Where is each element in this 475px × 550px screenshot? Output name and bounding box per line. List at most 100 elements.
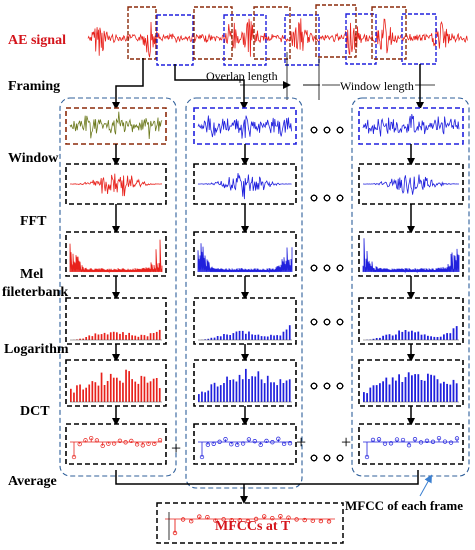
bar — [449, 333, 452, 340]
bar — [379, 383, 381, 402]
bar — [404, 330, 407, 340]
bar — [404, 377, 407, 402]
bar — [152, 378, 155, 402]
bar — [226, 376, 228, 402]
waveform-trace — [197, 115, 292, 139]
panel-log-frame-1 — [65, 359, 167, 426]
bar — [207, 338, 210, 340]
bar — [251, 376, 253, 402]
bar — [131, 335, 133, 340]
ellipsis-dot — [336, 126, 344, 134]
bar — [398, 374, 400, 402]
bar — [423, 334, 426, 340]
spectrum-trace — [362, 238, 460, 274]
panel-framing-frame-1 — [65, 107, 167, 166]
bar — [366, 393, 368, 402]
panel-mel-frame-2 — [193, 297, 297, 362]
panel-framing-frame-n — [358, 107, 464, 166]
waveform-trace — [70, 173, 163, 197]
bar — [452, 328, 455, 340]
bar — [94, 382, 97, 402]
bar — [452, 379, 455, 402]
bar — [204, 339, 206, 340]
waveform-trace — [362, 113, 460, 137]
bar — [266, 336, 269, 340]
bar — [433, 336, 436, 340]
panel-mel-frame-n — [358, 297, 464, 362]
mfccs-at-t-label: MFCCs at T — [215, 519, 291, 534]
bar — [106, 334, 109, 340]
spectrum-trace — [69, 239, 163, 274]
frame-window-4 — [223, 14, 267, 66]
window-label: Window — [8, 151, 59, 166]
bar — [270, 334, 272, 340]
logarithm-label: Logarithm — [4, 342, 69, 357]
bar — [254, 334, 257, 340]
bar — [155, 331, 158, 340]
bar — [112, 331, 115, 340]
bar — [79, 338, 81, 340]
bar — [106, 381, 109, 402]
bar — [379, 337, 381, 340]
panel-window-frame-2 — [193, 163, 297, 234]
bar — [103, 385, 106, 402]
bar — [430, 374, 432, 402]
framing-windows — [127, 4, 437, 66]
bar — [149, 381, 152, 402]
frame-window-3 — [193, 6, 233, 60]
bar — [131, 379, 133, 402]
bar — [407, 331, 410, 340]
bar — [263, 336, 266, 340]
bar — [149, 333, 152, 340]
ellipsis-dot — [336, 194, 344, 202]
bar — [213, 382, 216, 402]
bar — [411, 375, 413, 402]
bar — [213, 337, 216, 340]
ellipsis-dot — [323, 264, 331, 272]
bar — [439, 383, 442, 402]
ellipsis-dot — [310, 318, 318, 326]
bar — [238, 330, 241, 340]
mfccs-result-stem-plot — [165, 512, 335, 540]
ellipsis-dot — [310, 264, 318, 272]
bar — [443, 381, 445, 402]
ellipsis-dot — [310, 382, 318, 390]
bar — [372, 338, 375, 340]
bar — [254, 376, 257, 402]
bar — [433, 375, 436, 402]
bar — [439, 336, 442, 340]
ae-signal-waveform — [87, 18, 468, 58]
bar — [251, 334, 253, 340]
plus-sign-3: + — [341, 432, 351, 452]
bar — [436, 379, 439, 402]
waveform-trace — [197, 173, 292, 200]
frame-window-7 — [315, 4, 357, 58]
bar — [219, 385, 222, 402]
bar — [276, 335, 278, 340]
bar — [391, 335, 394, 340]
bar — [229, 380, 231, 402]
bar — [198, 394, 200, 402]
bar — [260, 336, 263, 340]
bar — [430, 336, 432, 340]
plus-sign-1: + — [171, 438, 181, 458]
bar — [375, 338, 378, 340]
ellipsis-dot — [323, 126, 331, 134]
bar — [382, 381, 384, 402]
bar — [128, 371, 130, 402]
bar — [455, 383, 458, 402]
arrow-to-frame-2 — [174, 64, 248, 110]
length-annotations — [240, 52, 435, 100]
bar — [223, 383, 225, 402]
bar — [282, 331, 285, 340]
ellipsis-dot — [336, 382, 344, 390]
panel-log-frame-n — [358, 359, 464, 426]
framing-label: Framing — [8, 79, 60, 94]
spectrum-trace — [197, 243, 293, 274]
bar — [128, 332, 130, 340]
mfcc-each-frame-pointer — [419, 474, 432, 497]
bar — [125, 335, 127, 340]
ae-signal-trace — [87, 18, 468, 58]
bar — [270, 382, 272, 402]
bar — [201, 391, 203, 402]
